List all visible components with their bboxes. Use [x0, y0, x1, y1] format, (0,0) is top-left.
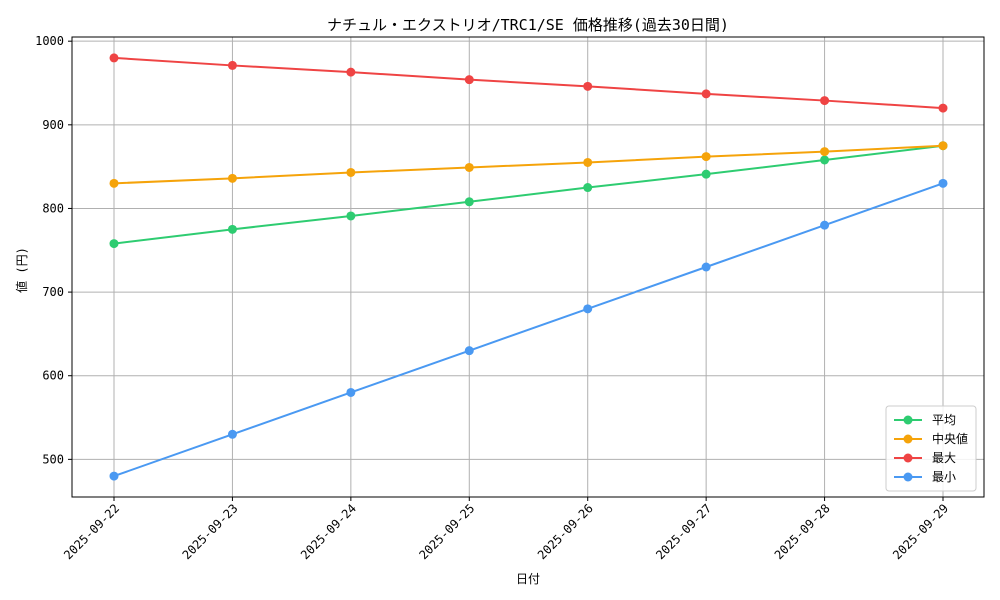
- series-line: [113, 56, 944, 110]
- legend-item: 中央値: [894, 431, 968, 446]
- series-2: [109, 53, 948, 113]
- data-point: [464, 346, 474, 356]
- legend-swatch-marker: [903, 472, 913, 482]
- legend-swatch-marker: [903, 434, 913, 444]
- data-point: [346, 211, 356, 221]
- x-tick-label: 2025-09-24: [298, 501, 359, 562]
- legend-swatch-marker: [903, 453, 913, 463]
- x-tick-label: 2025-09-28: [772, 501, 833, 562]
- data-point: [227, 429, 237, 439]
- series-line: [113, 182, 944, 478]
- data-point: [701, 152, 711, 162]
- data-point: [109, 178, 119, 188]
- legend-item: 平均: [894, 413, 956, 427]
- series-1: [109, 141, 948, 188]
- legend-label: 最小: [932, 470, 956, 484]
- data-point: [583, 81, 593, 91]
- data-point: [464, 197, 474, 207]
- data-point: [227, 224, 237, 234]
- grid-lines: [72, 37, 984, 497]
- data-point: [701, 89, 711, 99]
- data-point: [938, 141, 948, 151]
- data-point: [820, 147, 830, 157]
- y-tick-label: 600: [42, 369, 64, 383]
- data-point: [583, 304, 593, 314]
- data-point: [938, 178, 948, 188]
- data-point: [820, 220, 830, 230]
- legend-label: 平均: [932, 413, 956, 427]
- y-tick-label: 800: [42, 201, 64, 215]
- x-tick-label: 2025-09-27: [653, 501, 714, 562]
- data-point: [109, 471, 119, 481]
- data-point: [109, 239, 119, 249]
- plot-frame: [71, 36, 985, 498]
- y-tick-label: 700: [42, 285, 64, 299]
- series-0: [109, 141, 948, 249]
- x-tick-label: 2025-09-22: [61, 501, 122, 562]
- x-tick-label: 2025-09-29: [890, 501, 951, 562]
- data-point: [583, 183, 593, 193]
- series-3: [109, 178, 948, 481]
- data-point: [938, 103, 948, 113]
- x-axis-ticks: 2025-09-22 2025-09-23 2025-09-24 2025-09-25…: [61, 497, 951, 562]
- series-line: [113, 144, 944, 245]
- series-group: [109, 53, 948, 481]
- legend-item: 最小: [894, 470, 956, 484]
- data-point: [346, 67, 356, 77]
- series-line: [113, 144, 944, 185]
- y-axis-label: 値 (円): [14, 247, 29, 293]
- data-point: [701, 169, 711, 179]
- data-point: [701, 262, 711, 272]
- data-point: [820, 155, 830, 165]
- data-point: [464, 162, 474, 172]
- x-axis-label: 日付: [516, 572, 540, 586]
- data-point: [464, 75, 474, 85]
- y-tick-label: 900: [42, 118, 64, 132]
- x-tick-label: 2025-09-26: [535, 501, 596, 562]
- legend-swatch-marker: [903, 415, 913, 425]
- data-point: [346, 167, 356, 177]
- legend-label: 中央値: [932, 431, 968, 446]
- data-point: [109, 53, 119, 63]
- data-point: [227, 173, 237, 183]
- data-point: [227, 60, 237, 70]
- x-tick-label: 2025-09-23: [180, 501, 241, 562]
- x-tick-label: 2025-09-25: [416, 501, 477, 562]
- y-tick-label: 500: [42, 452, 64, 466]
- data-point: [583, 157, 593, 167]
- legend-frame: [885, 405, 977, 492]
- data-point: [820, 96, 830, 106]
- legend-label: 最大: [932, 451, 956, 465]
- y-axis-ticks: 500 600 700 800 900 1000: [35, 34, 72, 466]
- y-tick-label: 1000: [35, 34, 64, 48]
- data-point: [346, 387, 356, 397]
- legend-item: 最大: [894, 451, 956, 465]
- chart-title: ナチュル・エクストリオ/TRC1/SE 価格推移(過去30日間): [327, 16, 729, 34]
